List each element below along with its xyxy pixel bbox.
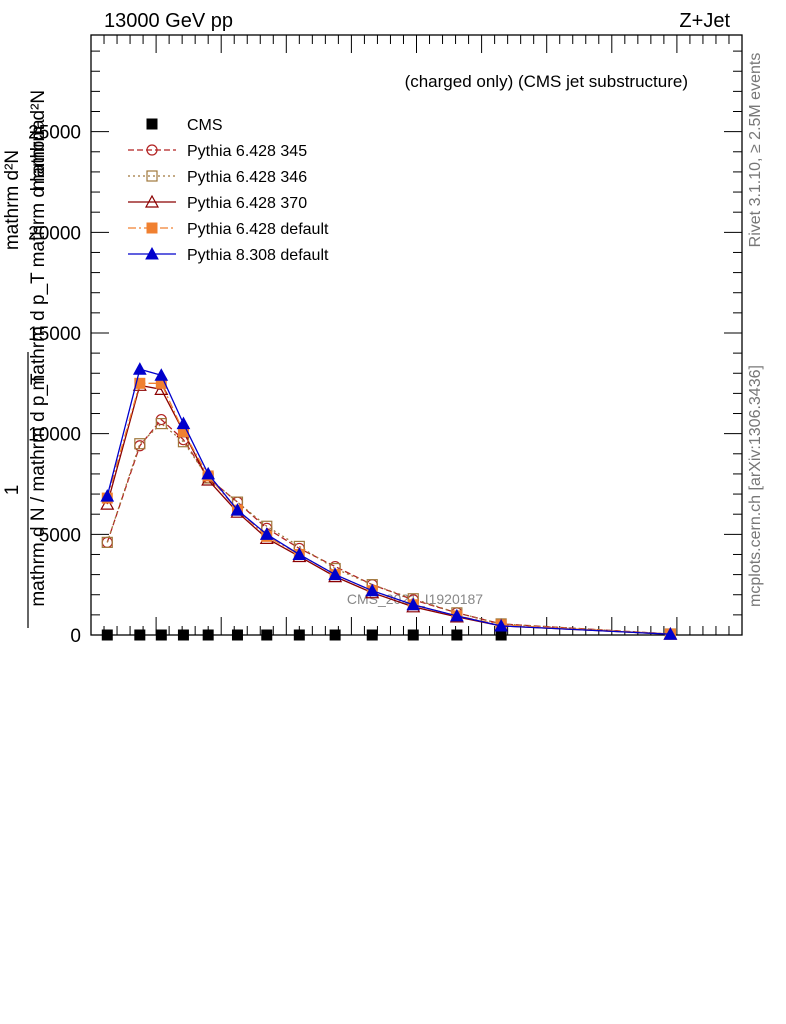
data-point: [451, 629, 463, 641]
y-tick-label: 5000: [39, 525, 81, 546]
legend-label: Pythia 6.428 default: [187, 221, 329, 238]
data-point: [292, 547, 307, 560]
y-axis-title-line-1: mathrm d²N: [28, 90, 49, 190]
data-point: [407, 629, 419, 641]
header: 13000 GeV pp Z+Jet: [104, 10, 730, 32]
legend-label: CMS: [187, 117, 223, 134]
series-cms: [101, 629, 507, 641]
x-ticks: [90, 35, 743, 635]
data-point: [261, 629, 273, 641]
series-line: [106, 422, 671, 635]
data-point: [328, 567, 342, 581]
data-point: [177, 629, 189, 641]
data-point: [663, 627, 678, 640]
legend-entry: Pythia 6.428 default: [128, 221, 329, 238]
legend-marker: [146, 144, 158, 156]
y-axis-title-den: mathrm d N / mathrm d p_T: [28, 373, 49, 607]
y-axis-title-line-3: mathrm d²N: [2, 150, 23, 250]
rivet-version-label: Rivet 3.1.10, ≥ 2.5M events: [747, 53, 764, 248]
legend-entry: Pythia 8.308 default: [128, 246, 329, 264]
data-point: [231, 629, 243, 641]
data-point: [293, 629, 305, 641]
mcplots-label: mcplots.cern.ch [arXiv:1306.3436]: [747, 365, 764, 607]
legend-label: Pythia 6.428 370: [187, 195, 307, 212]
data-point: [176, 416, 191, 430]
data-point: [155, 417, 167, 430]
series-line: [106, 384, 671, 635]
data-point: [100, 496, 115, 510]
data-point: [450, 608, 464, 622]
data-point: [230, 503, 245, 516]
data-point: [134, 377, 146, 389]
data-point: [155, 629, 167, 641]
y-tick-label: 20000: [28, 223, 81, 244]
legend-label: Pythia 6.428 346: [187, 169, 307, 186]
chart-title: (charged only) (CMS jet substructure): [405, 72, 688, 91]
data-point: [100, 489, 115, 502]
data-point: [494, 618, 508, 632]
y-tick-label: 15000: [28, 324, 81, 345]
legend-marker: [146, 118, 158, 130]
data-point: [366, 629, 378, 641]
legend-entry: Pythia 6.428 346: [128, 169, 307, 186]
y-ticks: 0 5000 10000 15000 20000 25000: [28, 50, 742, 647]
data-point: [134, 629, 146, 641]
data-point: [154, 368, 169, 381]
y-axis-title-line-2: mathrm d p_T mathrm d lambda: [28, 119, 49, 390]
data-point: [101, 536, 113, 548]
series-layer: [100, 362, 678, 641]
y-tick-label: 25000: [28, 123, 81, 144]
header-right-label: Z+Jet: [679, 10, 730, 32]
series-line: [106, 368, 671, 635]
data-point: [201, 466, 216, 480]
legend-marker: [144, 194, 160, 208]
legend-label: Pythia 6.428 345: [187, 143, 307, 160]
series-pythia-8-308-default: [100, 362, 678, 640]
y-axis-title: mathrm d²N mathrm d p_T mathrm d lambda …: [2, 90, 49, 628]
legend: CMS Pythia 6.428 345 Pythia 6.428 346 Pythi…: [128, 117, 329, 264]
legend-marker: [145, 246, 159, 260]
data-point: [202, 629, 214, 641]
data-point: [329, 629, 341, 641]
legend-marker: [146, 222, 158, 234]
data-point: [259, 527, 274, 540]
y-tick-label: 0: [70, 626, 81, 647]
data-point: [101, 629, 113, 641]
y-axis-title-num: 1: [2, 485, 23, 496]
legend-marker: [146, 170, 158, 182]
data-point: [134, 438, 146, 450]
legend-label: Pythia 8.308 default: [187, 247, 329, 264]
legend-entry: Pythia 6.428 370: [128, 194, 307, 212]
data-point: [406, 597, 421, 611]
data-point: [132, 362, 147, 375]
legend-entry: Pythia 6.428 345: [128, 143, 307, 160]
header-left-label: 13000 GeV pp: [104, 10, 233, 32]
y-tick-label: 10000: [28, 425, 81, 446]
legend-entry: CMS: [146, 117, 223, 134]
data-point: [365, 583, 380, 597]
analysis-watermark: CMS_2021_I1920187: [347, 591, 483, 607]
